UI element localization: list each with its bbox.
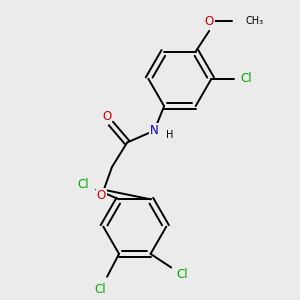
Text: N: N [150,124,159,137]
Text: O: O [102,110,111,124]
Text: O: O [97,189,106,202]
Text: O: O [205,15,214,28]
Text: Cl: Cl [240,72,252,85]
Text: CH₃: CH₃ [246,16,264,26]
Text: Cl: Cl [95,283,106,296]
Text: H: H [166,130,173,140]
Text: Cl: Cl [177,268,188,281]
Text: Cl: Cl [78,178,89,191]
